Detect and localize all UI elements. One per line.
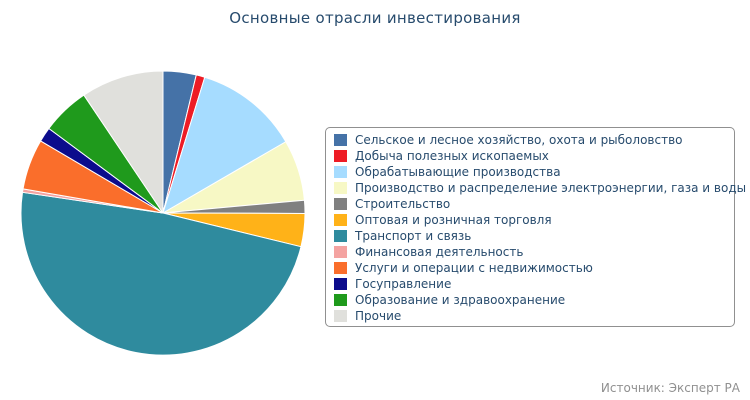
legend-swatch [334,262,347,274]
legend-item[interactable]: Производство и распределение электроэнер… [334,180,746,196]
legend-swatch [334,198,347,210]
legend-swatch [334,294,347,306]
legend-label: Транспорт и связь [355,229,472,243]
legend-swatch [334,214,347,226]
legend-item[interactable]: Госуправление [334,276,734,292]
legend-label: Услуги и операции с недвижимостью [355,261,593,275]
legend-item[interactable]: Прочие [334,308,734,324]
legend-item[interactable]: Услуги и операции с недвижимостью [334,260,734,276]
legend-label: Добыча полезных ископаемых [355,149,549,163]
legend-label: Обрабатывающие производства [355,165,561,179]
pie-slice[interactable] [162,76,287,214]
legend-swatch [334,150,347,162]
legend-label: Производство и распределение электроэнер… [355,181,747,195]
pie-slice[interactable] [83,70,164,214]
legend-swatch [334,134,347,146]
legend-label: Госуправление [355,277,452,291]
chart-title: Основные отрасли инвестирования [229,9,521,27]
legend-item[interactable]: Образование и здравоохранение [334,292,734,308]
legend-label: Финансовая деятельность [355,245,524,259]
legend-item[interactable]: Сельское и лесное хозяйство, охота и рыб… [334,132,734,148]
legend-item[interactable]: Транспорт и связь [334,228,734,244]
legend-swatch [334,278,347,290]
legend-swatch [334,246,347,258]
pie-slice[interactable] [20,191,302,356]
chart-legend: Сельское и лесное хозяйство, охота и рыб… [325,127,746,327]
legend-item[interactable]: Строительство [334,196,734,212]
credits-link[interactable]: Источник: Эксперт РА [600,381,740,395]
legend-item[interactable]: Финансовая деятельность [334,244,734,260]
legend-swatch [334,310,347,322]
legend-label: Образование и здравоохранение [355,293,566,307]
legend-item[interactable]: Обрабатывающие производства [334,164,734,180]
legend-swatch [334,166,347,178]
legend-item[interactable]: Добыча полезных ископаемых [334,148,734,164]
legend-swatch [334,182,347,194]
legend-swatch [334,230,347,242]
legend-item[interactable]: Оптовая и розничная торговля [334,212,734,228]
legend-label: Сельское и лесное хозяйство, охота и рыб… [355,133,683,147]
legend-label: Прочие [355,309,402,323]
legend-label: Оптовая и розничная торговля [355,213,552,227]
legend-label: Строительство [355,197,451,211]
